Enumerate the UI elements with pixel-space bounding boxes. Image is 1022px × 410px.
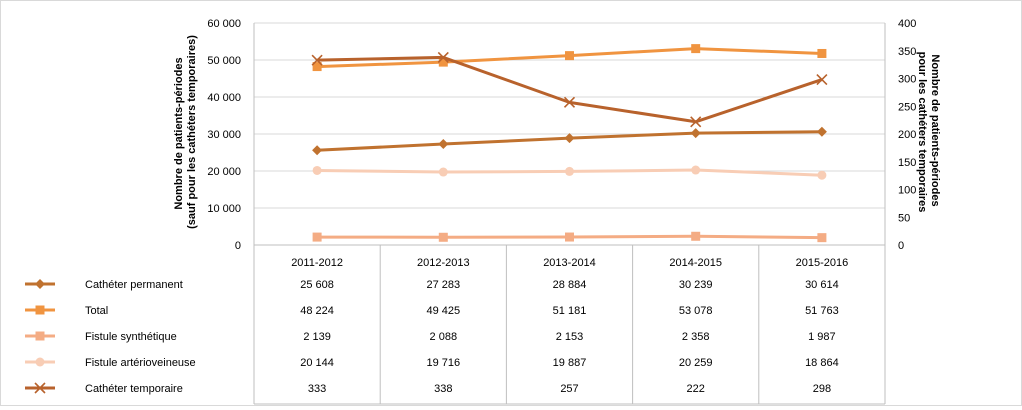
left-tick-label: 0 xyxy=(235,240,241,252)
data-point xyxy=(437,51,449,63)
category-label: 2012-2013 xyxy=(417,257,470,269)
left-axis-title-line1: Nombre de patients-périodes xyxy=(173,57,185,209)
data-point xyxy=(312,145,323,156)
data-point xyxy=(690,128,701,139)
category-label: 2011-2012 xyxy=(291,257,343,269)
data-point xyxy=(312,165,322,175)
left-tick-label: 60 000 xyxy=(207,18,241,30)
data-point xyxy=(312,232,322,242)
data-point xyxy=(816,74,828,86)
series-line xyxy=(317,55,823,124)
table-cell: 2 153 xyxy=(556,331,584,343)
data-point xyxy=(691,231,701,241)
legend-label: Fistule artérioveineuse xyxy=(85,357,196,369)
data-point xyxy=(565,166,574,176)
data-point xyxy=(564,133,575,144)
data-point xyxy=(311,54,323,66)
legend-marker xyxy=(35,305,45,315)
right-tick-label: 200 xyxy=(898,129,916,141)
legend-marker xyxy=(34,382,46,394)
left-tick-label: 10 000 xyxy=(207,203,241,215)
table-cell: 27 283 xyxy=(426,279,460,291)
right-tick-label: 300 xyxy=(898,74,916,86)
category-label: 2014-2015 xyxy=(669,257,722,269)
right-axis-title: Nombre de patients-périodes pour les cat… xyxy=(916,52,941,213)
table-cell: 48 224 xyxy=(300,305,334,317)
data-point xyxy=(816,126,827,137)
data-point xyxy=(691,44,701,54)
table-cell: 2 139 xyxy=(303,331,331,343)
table-cell: 30 239 xyxy=(679,279,713,291)
data-point xyxy=(438,232,448,242)
legend-marker xyxy=(35,279,45,289)
series-group xyxy=(311,44,828,243)
legend-label: Cathéter permanent xyxy=(85,279,183,291)
right-tick-label: 0 xyxy=(898,240,904,252)
legend-label: Cathéter temporaire xyxy=(85,383,183,395)
data-point xyxy=(691,165,701,175)
table-cell: 49 425 xyxy=(426,305,460,317)
table-cell: 222 xyxy=(687,383,705,395)
table-cell: 18 864 xyxy=(805,357,839,369)
right-tick-label: 100 xyxy=(898,185,916,197)
table-cell: 30 614 xyxy=(805,279,839,291)
table-cell: 51 181 xyxy=(553,305,587,317)
left-tick-label: 40 000 xyxy=(207,92,241,104)
data-point xyxy=(312,62,322,72)
right-axis-title-line2: pour les cathéters temporaires xyxy=(916,52,928,213)
table-cell: 298 xyxy=(813,383,831,395)
table-cell: 53 078 xyxy=(679,305,713,317)
left-tick-label: 20 000 xyxy=(207,166,241,178)
data-point xyxy=(438,57,448,67)
table-cell: 20 259 xyxy=(679,357,713,369)
table-cell: 338 xyxy=(434,383,452,395)
left-axis-title: Nombre de patients-périodes (sauf pour l… xyxy=(173,35,198,229)
category-label: 2013-2014 xyxy=(543,257,596,269)
data-table: 2011-2012 2012-2013 2013-2014 2014-2015 2015… xyxy=(25,23,886,405)
right-tick-label: 150 xyxy=(898,157,916,169)
legend-marker xyxy=(35,357,45,367)
table-cell: 1 987 xyxy=(808,331,836,343)
data-point xyxy=(565,51,574,61)
left-y-axis: 0 10 000 20 000 30 000 40 000 50 000 60 000 xyxy=(207,18,241,252)
table-cell: 257 xyxy=(560,383,578,395)
table-cell: 20 144 xyxy=(300,357,334,369)
table-cell: 25 608 xyxy=(300,279,334,291)
data-point xyxy=(438,139,449,150)
left-tick-label: 50 000 xyxy=(207,55,241,67)
data-point xyxy=(817,233,827,243)
data-point xyxy=(690,116,702,128)
data-point xyxy=(565,232,574,242)
data-point xyxy=(563,96,576,108)
table-cell: 2 088 xyxy=(430,331,458,343)
legend-label: Fistule synthétique xyxy=(85,331,177,343)
right-axis-title-line1: Nombre de patients-périodes xyxy=(929,54,941,206)
legend-label: Total xyxy=(85,305,108,317)
right-tick-label: 350 xyxy=(898,46,916,58)
table-cell: 19 716 xyxy=(426,357,460,369)
table-cell: 19 887 xyxy=(553,357,587,369)
right-y-axis: 0 50 100 150 200 250 300 350 400 xyxy=(898,18,916,252)
legend-marker xyxy=(35,331,45,341)
right-tick-label: 50 xyxy=(898,212,910,224)
left-tick-label: 30 000 xyxy=(207,129,241,141)
data-point xyxy=(817,170,827,180)
table-cell: 51 763 xyxy=(805,305,839,317)
table-cell: 333 xyxy=(308,383,326,395)
right-tick-label: 250 xyxy=(898,101,916,113)
data-point xyxy=(438,167,448,177)
category-label: 2015-2016 xyxy=(796,257,849,269)
table-cell: 2 358 xyxy=(682,331,710,343)
data-point xyxy=(817,48,827,58)
left-axis-title-line2: (sauf pour les cathéters temporaires) xyxy=(186,35,198,229)
table-cell: 28 884 xyxy=(553,279,587,291)
right-tick-label: 400 xyxy=(898,18,916,30)
